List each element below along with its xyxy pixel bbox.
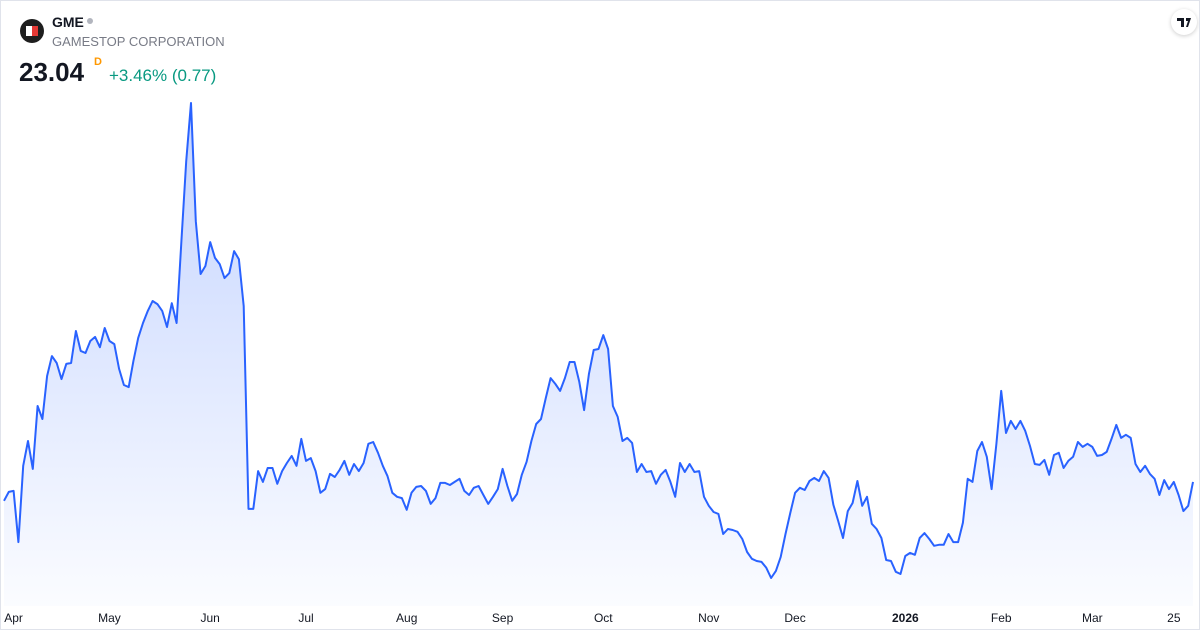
change: +3.46% (0.77) (109, 66, 217, 85)
x-tick-label: Sep (492, 611, 514, 625)
x-tick-label: 2026 (892, 611, 919, 625)
logo-mark (1177, 18, 1191, 27)
x-tick-label: Mar (1082, 611, 1103, 625)
x-tick-label: Jun (200, 611, 219, 625)
x-tick-label: Dec (784, 611, 805, 625)
x-tick-label: Jul (298, 611, 313, 625)
company-name: GAMESTOP CORPORATION (52, 34, 225, 49)
x-tick-label: Aug (396, 611, 417, 625)
price: 23.04 (19, 57, 85, 87)
x-tick-label: Apr (4, 611, 23, 625)
x-tick-label: Nov (698, 611, 719, 625)
x-tick-label: Feb (991, 611, 1012, 625)
status-dot (87, 18, 93, 24)
area-fill (4, 103, 1193, 606)
x-tick-label: May (98, 611, 121, 625)
x-tick-label: Oct (594, 611, 613, 625)
symbol[interactable]: GME (52, 14, 84, 30)
price-line (3, 102, 1194, 579)
tradingview-logo[interactable] (1171, 9, 1197, 35)
interval: D (94, 56, 102, 68)
x-tick-label: 25 (1167, 611, 1181, 625)
logo (20, 19, 44, 43)
